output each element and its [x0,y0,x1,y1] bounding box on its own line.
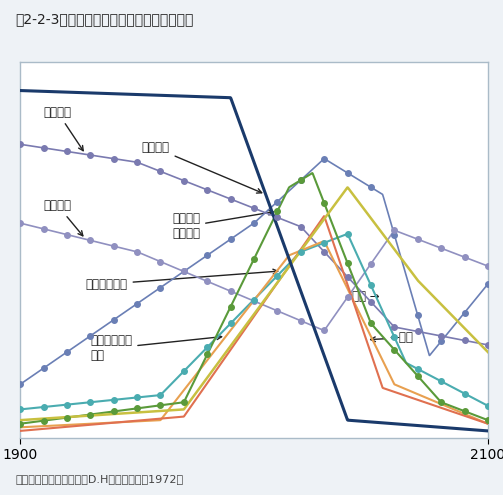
Text: 図2-2-3　成長の限界で予測されたシナリオ: 図2-2-3 成長の限界で予測されたシナリオ [15,12,194,26]
Text: 人口 →: 人口 → [352,290,380,303]
Text: 資料：「成長の限界」（D.Hメドウズら、1972）: 資料：「成長の限界」（D.Hメドウズら、1972） [15,474,183,484]
Text: １人当り工業
生産: １人当り工業 生産 [91,334,222,362]
Text: １人当り食糧: １人当り食糧 [86,269,278,291]
Text: 粗死亡率: 粗死亡率 [44,199,83,236]
Text: 天然資源: 天然資源 [142,142,262,193]
Text: １人当り
サービス: １人当り サービス [172,210,273,241]
Text: 粗出生率: 粗出生率 [44,105,83,150]
Text: ←汚染: ←汚染 [371,331,413,345]
